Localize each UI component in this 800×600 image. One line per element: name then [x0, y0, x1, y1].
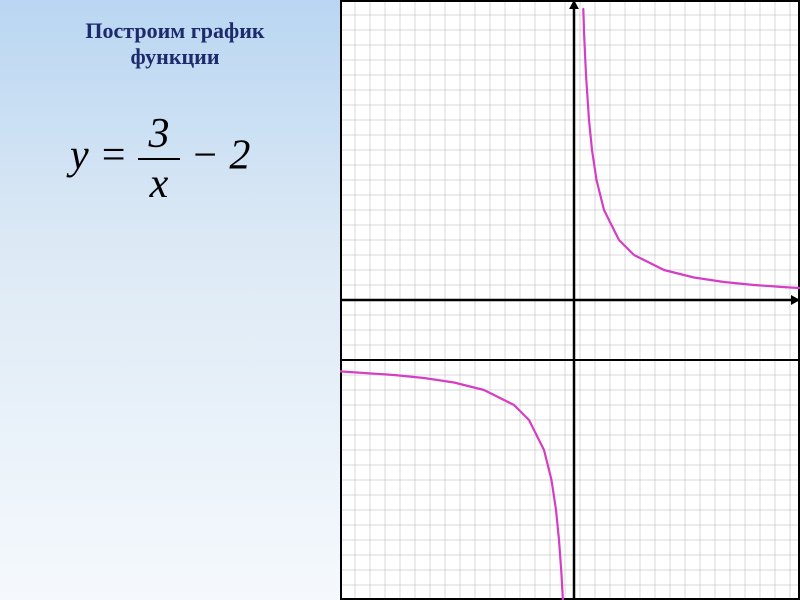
title-line2: функции	[130, 44, 219, 69]
page-title: Построим график функции	[60, 18, 290, 71]
main-formula: y = 3x − 2	[70, 110, 250, 208]
formula-num: 3	[138, 110, 180, 158]
title-line1: Построим график	[85, 18, 264, 43]
formula-eq: =	[89, 133, 138, 179]
formula-tail: − 2	[180, 133, 250, 179]
formula-lhs: y	[70, 133, 89, 179]
formula-fraction: 3x	[138, 110, 180, 208]
formula-den: x	[138, 158, 180, 208]
chart-plot	[340, 0, 800, 600]
